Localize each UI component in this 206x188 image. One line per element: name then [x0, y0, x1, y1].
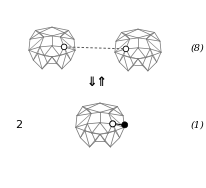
Circle shape — [109, 121, 115, 127]
Text: (1): (1) — [189, 121, 203, 130]
Text: ⇓⇑: ⇓⇑ — [86, 76, 107, 89]
Text: 2: 2 — [15, 120, 22, 130]
Circle shape — [121, 122, 127, 128]
Circle shape — [61, 44, 67, 50]
Circle shape — [123, 46, 128, 52]
Text: (8): (8) — [189, 43, 203, 52]
